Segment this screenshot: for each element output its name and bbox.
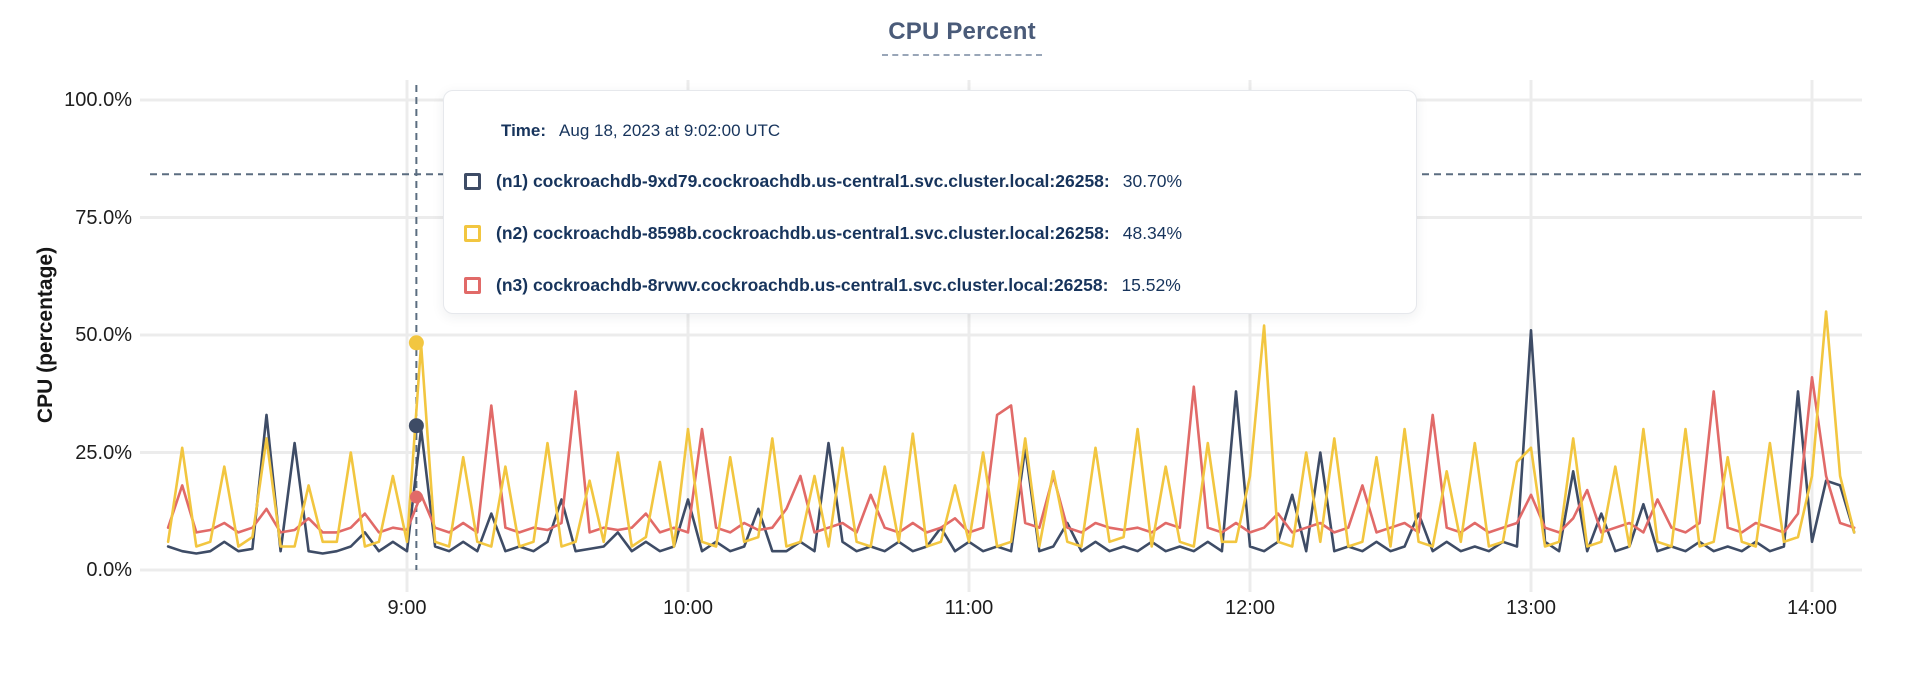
hover-tooltip: Time: Aug 18, 2023 at 9:02:00 UTC (n1) c… [443, 90, 1417, 314]
series-line-n3[interactable] [166, 375, 1856, 534]
x-tick-label: 14:00 [1786, 597, 1838, 619]
tooltip-series-name: (n1) cockroachdb-9xd79.cockroachdb.us-ce… [496, 170, 1110, 191]
tooltip-series-value: 30.70% [1122, 170, 1183, 191]
series-swatch-icon [464, 224, 481, 242]
x-tick-label: 9:00 [387, 597, 427, 619]
series-line-n1[interactable] [166, 328, 1856, 555]
tooltip-series-name: (n3) cockroachdb-8rvwv.cockroachdb.us-ce… [496, 274, 1109, 295]
tooltip-row-n3: (n3) cockroachdb-8rvwv.cockroachdb.us-ce… [464, 274, 1416, 296]
y-tick-label: 100.0% [64, 89, 132, 111]
y-tick-label: 0.0% [86, 559, 132, 581]
y-tick-label: 25.0% [75, 441, 132, 464]
series-swatch-icon [464, 172, 481, 190]
y-tick-label: 50.0% [75, 324, 132, 346]
hover-dot-n2 [408, 335, 424, 351]
y-tick-label: 75.0% [75, 206, 132, 229]
tooltip-series-name: (n2) cockroachdb-8598b.cockroachdb.us-ce… [496, 222, 1110, 243]
chart-title[interactable]: CPU Percent [882, 18, 1042, 56]
tooltip-series-rows: (n1) cockroachdb-9xd79.cockroachdb.us-ce… [464, 170, 1416, 296]
hover-dot-n3 [409, 490, 423, 504]
tooltip-series-value: 48.34% [1122, 222, 1183, 243]
x-tick-label: 10:00 [662, 597, 714, 619]
chart-title-wrap: CPU Percent [0, 18, 1924, 56]
tooltip-time-value: Aug 18, 2023 at 9:02:00 UTC [559, 121, 781, 140]
tooltip-time-row: Time: Aug 18, 2023 at 9:02:00 UTC [501, 120, 1416, 142]
series-line-n2[interactable] [166, 310, 1856, 548]
x-tick-label: 11:00 [944, 597, 994, 619]
hover-dot-n1 [408, 418, 424, 434]
tooltip-row-n2: (n2) cockroachdb-8598b.cockroachdb.us-ce… [464, 222, 1416, 244]
tooltip-series-value: 15.52% [1121, 274, 1181, 295]
tooltip-time-label: Time: [501, 121, 547, 140]
series-swatch-icon [464, 276, 481, 294]
x-tick-label: 12:00 [1224, 597, 1276, 619]
x-tick-label: 13:00 [1505, 597, 1557, 619]
tooltip-row-n1: (n1) cockroachdb-9xd79.cockroachdb.us-ce… [464, 170, 1416, 192]
